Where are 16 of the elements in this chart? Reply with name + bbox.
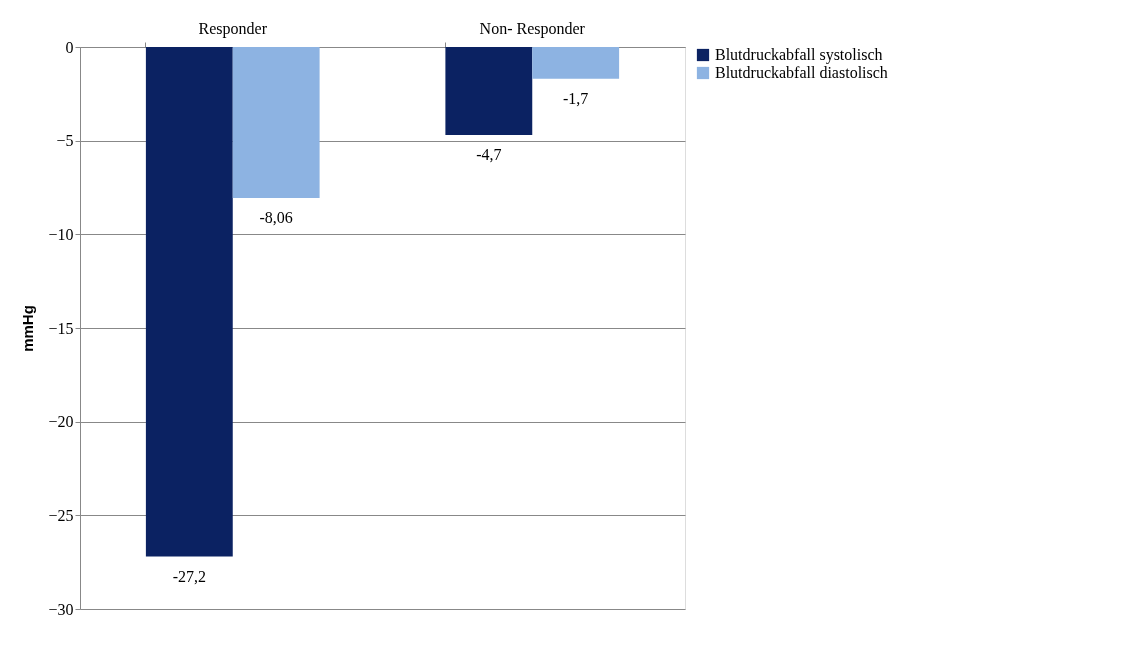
y-tick-label: −20	[48, 413, 74, 431]
data-label: -8,06	[259, 208, 293, 226]
y-axis-title: mmHg	[19, 305, 37, 352]
legend-label: Blutdruckabfall systolisch	[715, 46, 883, 64]
x-tick-label: Responder	[198, 19, 268, 38]
y-tick-label: −15	[48, 319, 74, 337]
legend-label: Blutdruckabfall diastolisch	[715, 64, 888, 81]
y-tick-label: −30	[48, 600, 74, 618]
x-tick-label: Non- Responder	[479, 19, 586, 38]
data-label: -4,7	[476, 146, 502, 164]
y-tick-label: −10	[48, 225, 74, 243]
y-tick-label: −25	[48, 506, 74, 524]
data-label: -27,2	[172, 567, 206, 585]
data-label: -1,7	[563, 89, 589, 107]
y-tick-label: 0	[65, 38, 74, 56]
y-tick-label: −5	[56, 132, 74, 150]
